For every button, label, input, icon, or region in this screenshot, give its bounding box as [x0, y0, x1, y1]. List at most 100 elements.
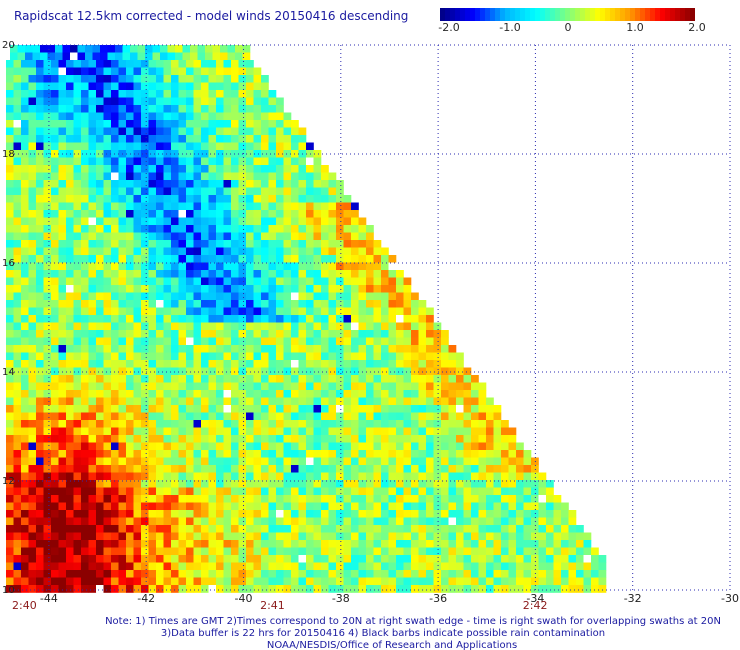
swath-cell — [163, 127, 172, 136]
swath-cell — [141, 390, 149, 398]
swath-cell — [81, 585, 89, 593]
swath-cell — [358, 427, 367, 436]
swath-cell — [276, 547, 284, 556]
swath-cell — [55, 52, 63, 61]
swath-cell — [103, 142, 112, 151]
swath-cell — [126, 285, 134, 293]
swath-cell — [321, 427, 329, 436]
swath-cell — [13, 60, 22, 68]
swath-cell — [343, 225, 352, 233]
swath-cell — [148, 472, 157, 481]
swath-cell — [43, 330, 52, 338]
swath-cell — [126, 90, 134, 98]
swath-cell — [103, 570, 112, 578]
swath-cell — [148, 427, 157, 436]
swath-cell — [55, 45, 63, 53]
swath-cell — [426, 547, 434, 556]
swath-cell — [283, 315, 292, 323]
swath-cell — [448, 502, 457, 511]
swath-cell — [388, 427, 397, 436]
swath-cell — [403, 540, 412, 548]
swath-cell — [43, 375, 52, 383]
swath-cell — [141, 195, 149, 203]
swath-cell — [51, 502, 59, 511]
swath-cell — [36, 532, 44, 541]
swath-cell — [388, 585, 397, 593]
swath-cell — [456, 465, 464, 473]
swath-cell — [328, 532, 337, 541]
swath-cell — [103, 397, 112, 406]
swath-cell — [103, 105, 112, 113]
swath-cell — [201, 277, 209, 286]
swath-cell — [388, 435, 397, 443]
swath-cell — [231, 495, 239, 503]
swath-cell — [156, 562, 164, 571]
swath-cell — [231, 292, 239, 301]
swath-cell — [118, 322, 127, 331]
swath-cell — [58, 225, 67, 233]
swath-cell — [366, 292, 374, 301]
swath-cell — [163, 82, 172, 91]
swath-cell — [111, 75, 119, 83]
swath-cell — [448, 547, 457, 556]
swath-cell — [396, 510, 404, 518]
swath-cell — [186, 367, 194, 376]
swath-cell — [201, 562, 209, 571]
swath-cell — [81, 262, 89, 271]
colorbar-segment — [580, 8, 586, 21]
swath-cell — [148, 352, 157, 361]
swath-cell — [178, 142, 187, 151]
swath-cell — [171, 450, 179, 458]
swath-cell — [306, 300, 314, 308]
swath-cell — [216, 112, 224, 121]
swath-cell — [448, 562, 457, 571]
swath-cell — [111, 337, 119, 346]
swath-cell — [531, 562, 539, 571]
swath-cell — [471, 495, 479, 503]
swath-cell — [231, 67, 239, 76]
swath-cell — [28, 217, 37, 226]
swath-cell — [163, 510, 172, 518]
swath-cell — [43, 217, 52, 226]
swath-cell — [163, 330, 172, 338]
swath-cell — [313, 465, 322, 473]
swath-cell — [223, 75, 232, 83]
swath-cell — [51, 322, 59, 331]
swath-cell — [73, 517, 82, 526]
swath-cell — [21, 285, 29, 293]
swath-cell — [201, 540, 209, 548]
swath-cell — [508, 532, 517, 541]
swath-cell — [358, 465, 367, 473]
swath-cell — [298, 127, 307, 136]
swath-cell — [96, 360, 104, 368]
swath-cell — [96, 532, 104, 541]
swath-cell — [6, 157, 14, 166]
swath-cell — [156, 157, 164, 166]
swath-cell — [373, 465, 382, 473]
swath-cell — [36, 210, 44, 218]
swath-cell — [261, 577, 269, 586]
swath-cell — [456, 472, 464, 481]
swath-cell — [411, 457, 419, 466]
swath-cell — [516, 442, 524, 451]
swath-cell — [156, 585, 164, 593]
swath-cell — [186, 105, 194, 113]
swath-cell — [58, 472, 67, 481]
swath-cell — [81, 465, 89, 473]
swath-cell — [201, 180, 209, 188]
swath-cell — [268, 390, 277, 398]
swath-cell — [261, 352, 269, 361]
swath-cell — [358, 540, 367, 548]
swath-cell — [43, 195, 52, 203]
swath-cell — [238, 315, 247, 323]
swath-cell — [486, 442, 494, 451]
swath-cell — [388, 480, 397, 488]
swath-cell — [43, 345, 52, 353]
swath-cell — [36, 67, 44, 76]
swath-cell — [163, 495, 172, 503]
swath-cell — [238, 285, 247, 293]
swath-cell — [193, 112, 202, 121]
swath-cell — [238, 195, 247, 203]
swath-cell — [81, 315, 89, 323]
swath-cell — [193, 187, 202, 196]
